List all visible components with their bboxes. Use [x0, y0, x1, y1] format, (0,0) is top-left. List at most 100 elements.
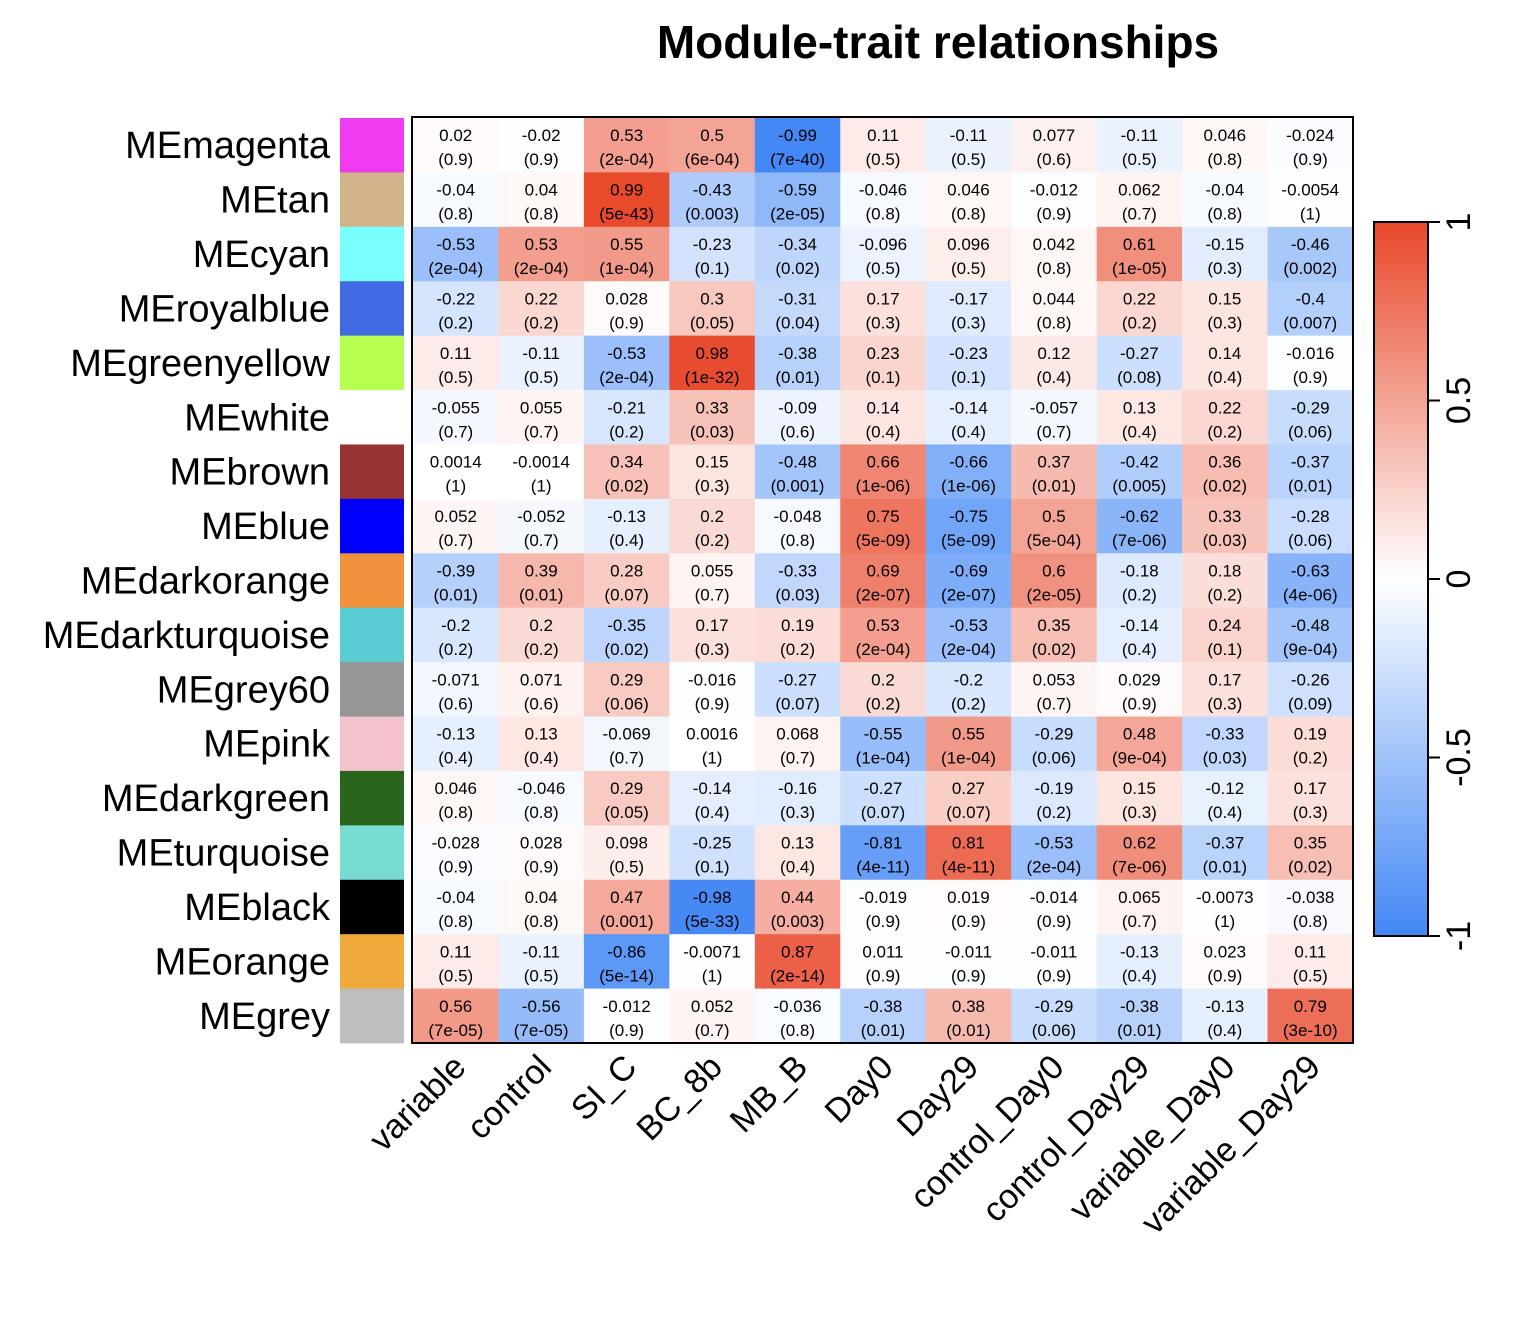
cell-pvalue: (0.8)	[438, 803, 473, 822]
module-swatch-MEgrey	[340, 988, 404, 1044]
cell-pvalue: (0.2)	[609, 422, 644, 441]
heatmap-cell	[413, 988, 499, 1044]
heatmap-cell	[583, 390, 670, 445]
cell-correlation: -0.59	[778, 181, 817, 200]
heatmap-cell	[1011, 770, 1098, 826]
heatmap-cell	[1096, 607, 1183, 663]
heatmap-cell	[1096, 934, 1183, 990]
heatmap-cell	[583, 226, 670, 282]
heatmap-cell	[583, 607, 670, 663]
module-swatch-MEtan	[340, 172, 404, 228]
cell-correlation: 0.48	[1123, 725, 1156, 744]
heatmap-cell	[498, 281, 585, 337]
cell-pvalue: (0.01)	[519, 586, 563, 605]
cell-correlation: -0.0054	[1281, 181, 1339, 200]
heatmap-cell	[1011, 716, 1098, 772]
cell-pvalue: (0.6)	[1036, 150, 1071, 169]
heatmap-cell	[840, 988, 927, 1044]
heatmap-cell	[925, 390, 1012, 445]
heatmap-cell	[754, 988, 841, 1044]
cell-correlation: -0.13	[607, 507, 646, 526]
cell-pvalue: (0.2)	[866, 694, 901, 713]
module-swatch-MEblue	[340, 498, 404, 554]
cell-pvalue: (0.7)	[1036, 694, 1071, 713]
cell-pvalue: (0.04)	[775, 313, 819, 332]
cell-correlation: -0.069	[603, 725, 651, 744]
row-label: MEcyan	[193, 234, 330, 276]
cell-pvalue: (0.2)	[695, 531, 730, 550]
cell-correlation: -0.016	[1286, 344, 1334, 363]
cell-pvalue: (0.1)	[951, 368, 986, 387]
cell-correlation: 0.096	[947, 235, 990, 254]
cell-pvalue: (0.01)	[775, 368, 819, 387]
cell-pvalue: (0.4)	[1207, 368, 1242, 387]
cell-correlation: 0.53	[525, 235, 558, 254]
cell-correlation: -0.39	[436, 562, 475, 581]
cell-correlation: 0.39	[525, 562, 558, 581]
cell-correlation: 0.04	[525, 181, 558, 200]
row-label: MEwhite	[184, 397, 330, 439]
heatmap-cell	[1182, 879, 1269, 935]
heatmap-frame	[411, 116, 1354, 1044]
cell-correlation: -0.22	[436, 289, 475, 308]
row-label: MEpink	[203, 724, 331, 766]
heatmap-cell	[840, 607, 927, 663]
cell-correlation: -0.63	[1291, 562, 1330, 581]
cell-pvalue: (1)	[445, 477, 466, 496]
heatmap-cell	[1267, 879, 1354, 935]
cell-correlation: 0.61	[1123, 235, 1156, 254]
cell-pvalue: (1)	[1214, 912, 1235, 931]
colorbar	[1373, 221, 1429, 937]
cell-pvalue: (0.4)	[1207, 803, 1242, 822]
cell-correlation: -0.26	[1291, 670, 1330, 689]
cell-correlation: 0.11	[1294, 942, 1326, 961]
cell-correlation: -0.27	[778, 670, 817, 689]
cell-pvalue: (0.3)	[866, 313, 901, 332]
cell-correlation: 0.0014	[430, 453, 482, 472]
cell-correlation: -0.0073	[1196, 888, 1254, 907]
heatmap-cell	[1011, 226, 1098, 282]
heatmap-cell	[498, 553, 585, 609]
cell-correlation: 0.22	[1123, 289, 1156, 308]
heatmap-cell	[413, 770, 499, 826]
cell-pvalue: (0.09)	[1288, 694, 1332, 713]
cell-correlation: 0.17	[1208, 670, 1241, 689]
heatmap-cell	[840, 390, 927, 445]
heatmap-cell	[1267, 607, 1354, 663]
cell-correlation: -0.13	[436, 725, 475, 744]
heatmap-cell	[498, 335, 585, 391]
cell-correlation: 0.24	[1208, 616, 1241, 635]
cell-pvalue: (0.8)	[524, 205, 559, 224]
cell-correlation: -0.53	[607, 344, 646, 363]
cell-pvalue: (0.7)	[695, 586, 730, 605]
cell-correlation: -0.019	[859, 888, 907, 907]
heatmap-cell	[925, 662, 1012, 718]
cell-correlation: -0.37	[1291, 453, 1330, 472]
cell-pvalue: (2e-05)	[770, 205, 825, 224]
cell-pvalue: (0.8)	[866, 205, 901, 224]
heatmap-cell	[583, 934, 670, 990]
cell-correlation: -0.66	[949, 453, 988, 472]
row-label: MEdarkorange	[81, 561, 330, 603]
cell-correlation: -0.56	[522, 997, 561, 1016]
cell-correlation: -0.046	[859, 181, 907, 200]
cell-pvalue: (4e-06)	[1283, 586, 1338, 605]
cell-correlation: 0.22	[1208, 398, 1241, 417]
heatmap-cell	[1096, 716, 1183, 772]
cell-correlation: 0.27	[952, 779, 985, 798]
cell-correlation: 0.055	[520, 398, 563, 417]
heatmap-cell	[840, 825, 927, 881]
cell-correlation: -0.036	[773, 997, 821, 1016]
cell-correlation: -0.04	[1205, 181, 1244, 200]
heatmap-cell	[1011, 934, 1098, 990]
cell-pvalue: (0.3)	[780, 803, 815, 822]
cell-correlation: 0.5	[700, 126, 724, 145]
cell-pvalue: (0.9)	[1036, 205, 1071, 224]
heatmap-cell	[669, 444, 756, 500]
heatmap-cell	[754, 335, 841, 391]
cell-pvalue: (4e-11)	[856, 858, 910, 877]
row-label: MEmagenta	[125, 125, 331, 167]
cell-pvalue: (0.8)	[1293, 912, 1328, 931]
colorbar-tick-label: -0.5	[1440, 728, 1478, 787]
